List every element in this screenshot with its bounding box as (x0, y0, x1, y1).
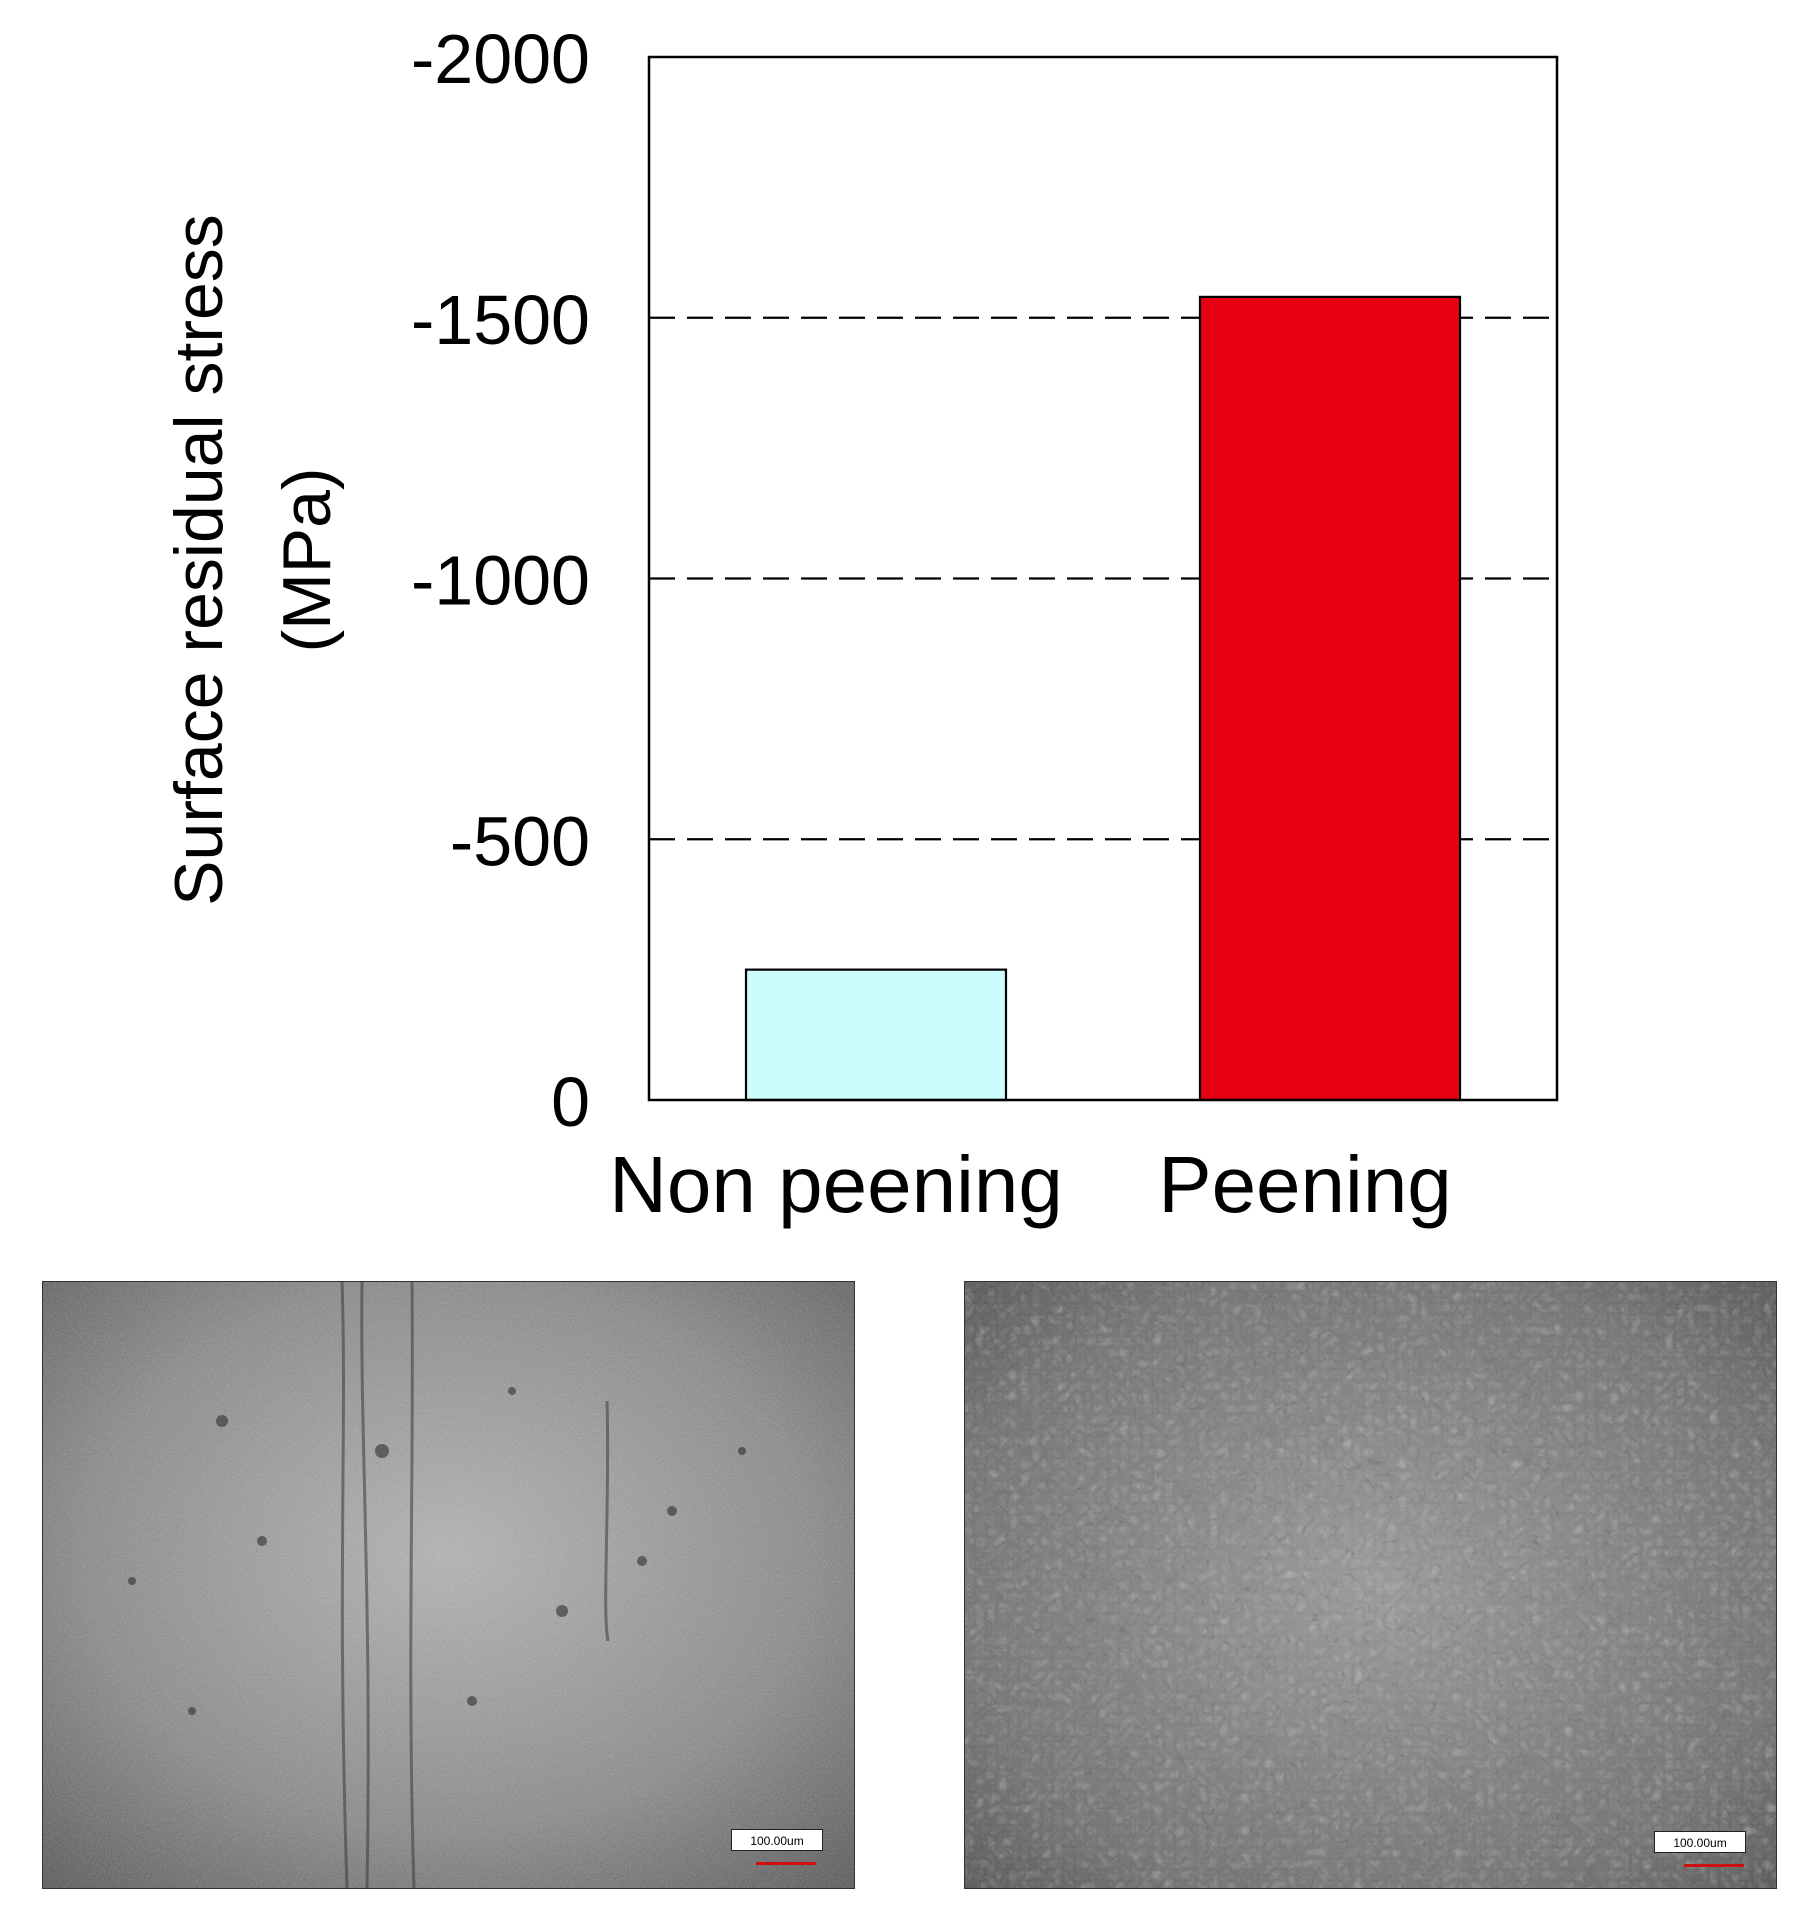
y-tick-label: -2000 (411, 20, 590, 98)
plot-frame (647, 55, 1559, 1102)
micrograph-non-peening: 100.00um (42, 1281, 855, 1889)
y-axis-label: Surface residual stress (161, 214, 237, 906)
y-tick-label: -500 (450, 802, 590, 880)
y-tick-label: 0 (551, 1063, 590, 1141)
scale-bar-label: 100.00um (1654, 1831, 1746, 1853)
bar-non-peening (744, 968, 1008, 1102)
x-category-label: Peening (1158, 1140, 1452, 1229)
micrograph-peening: 100.00um (964, 1281, 1777, 1889)
scale-bar (1684, 1864, 1744, 1867)
scale-bar-label: 100.00um (731, 1829, 823, 1851)
bars (744, 295, 1462, 1102)
y-tick-label: -1000 (411, 542, 590, 620)
y-axis-unit-label: (MPa) (269, 467, 345, 652)
x-category-label: Non peening (609, 1140, 1063, 1229)
scale-bar (756, 1862, 816, 1865)
bar-chart: 0-500-1000-1500-2000 Non peening Peening … (161, 20, 1559, 1229)
y-tick-labels: 0 -500 -1000 -1500 -2000 (411, 20, 590, 1141)
bar-peening (1198, 295, 1462, 1102)
y-tick-label: -1500 (411, 281, 590, 359)
x-category-labels: Non peening Peening (609, 1140, 1452, 1229)
